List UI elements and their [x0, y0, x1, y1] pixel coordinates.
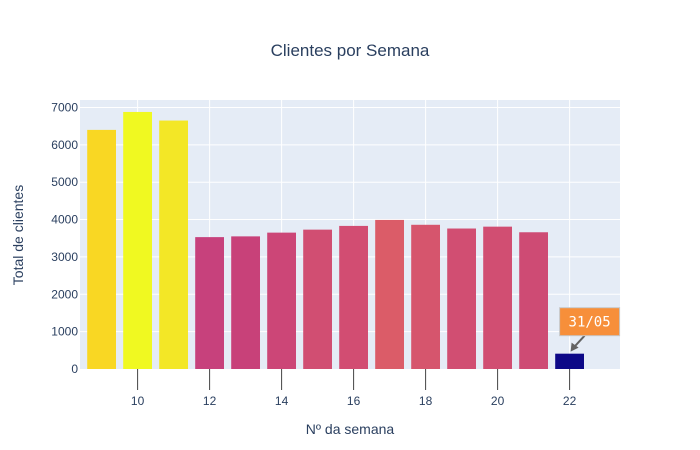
y-tick-label: 2000	[51, 287, 78, 301]
y-axis-title: Total de clientes	[10, 185, 26, 285]
y-tick-label: 6000	[51, 138, 78, 152]
bar-week-18[interactable]	[411, 224, 440, 369]
y-tick-label: 0	[71, 362, 78, 376]
annotation: 31/05	[559, 307, 621, 352]
x-tick-label: 22	[563, 394, 577, 408]
x-tick-label: 10	[131, 394, 145, 408]
x-axis-ticks: 10 12 14 16 18 20 22	[131, 369, 577, 408]
annotation-label: 31/05	[569, 315, 611, 331]
bar-week-9[interactable]	[87, 129, 116, 369]
bar-week-14[interactable]	[267, 232, 296, 369]
bar-week-10[interactable]	[123, 111, 152, 370]
bar-week-15[interactable]	[303, 229, 332, 369]
annotation-box	[559, 307, 621, 337]
y-tick-label: 4000	[51, 213, 78, 227]
bar-week-13[interactable]	[231, 236, 260, 369]
annotation-arrowhead	[570, 342, 579, 352]
y-tick-label: 3000	[51, 250, 78, 264]
bar-week-21[interactable]	[519, 232, 548, 369]
bar-week-16[interactable]	[339, 225, 368, 369]
y-tick-label: 1000	[51, 325, 78, 339]
x-tick-label: 20	[491, 394, 505, 408]
x-tick-label: 12	[203, 394, 217, 408]
x-tick-label: 14	[275, 394, 289, 408]
bar-week-22[interactable]	[555, 353, 584, 369]
bar-week-17[interactable]	[375, 219, 404, 369]
y-tick-label: 7000	[51, 100, 78, 114]
bar-week-20[interactable]	[483, 226, 512, 369]
bars	[87, 111, 584, 370]
chart-title: Clientes por Semana	[271, 41, 430, 60]
y-axis-ticks: 0 1000 2000 3000 4000 5000 6000 7000	[51, 100, 78, 376]
bar-week-12[interactable]	[195, 237, 224, 369]
bar-week-11[interactable]	[159, 120, 188, 369]
x-tick-label: 18	[419, 394, 433, 408]
y-tick-label: 5000	[51, 175, 78, 189]
x-tick-label: 16	[347, 394, 361, 408]
bar-week-19[interactable]	[447, 228, 476, 369]
x-axis-title: Nº da semana	[306, 421, 395, 437]
